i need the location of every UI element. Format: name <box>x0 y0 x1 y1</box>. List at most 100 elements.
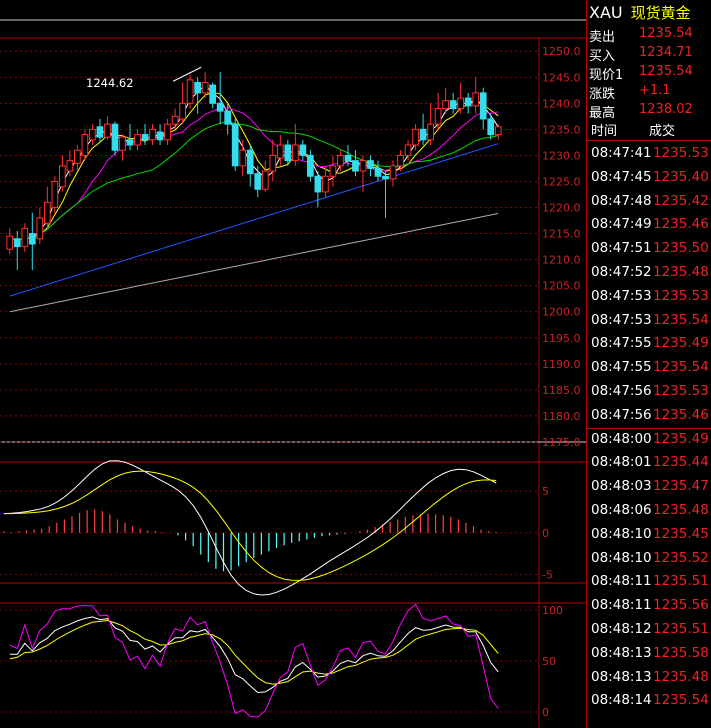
y-tick-label: 1205.0 <box>542 280 581 293</box>
tick-price: 1235.54 <box>653 311 709 328</box>
tick-row: 08:47:52 1235.48 <box>587 264 711 288</box>
candle-body <box>81 134 89 156</box>
tick-time: 08:47:55 <box>591 359 652 376</box>
candle-body <box>374 167 382 177</box>
candle-body <box>299 144 307 156</box>
quote-label: 卖出 <box>589 30 616 45</box>
macd-tick-label: 0 <box>542 527 549 540</box>
candle-body <box>397 154 404 167</box>
quote-label: 现价1 <box>589 68 624 83</box>
tick-row: 08:47:56 1235.53 <box>587 383 711 407</box>
y-tick-label: 1190.0 <box>542 358 581 371</box>
tick-price: 1235.46 <box>653 406 709 423</box>
candle-body <box>479 92 487 120</box>
tick-row: 08:48:01 1235.44 <box>587 454 711 478</box>
tick-price: 1235.48 <box>653 502 709 518</box>
candle-body <box>314 175 322 193</box>
tick-price: 1235.42 <box>653 192 709 209</box>
tick-price: 1235.49 <box>653 430 709 447</box>
candle-body <box>449 100 457 110</box>
y-tick-label: 1235.0 <box>542 123 581 136</box>
kdj-d-line <box>9 619 499 685</box>
candle-body <box>134 134 141 146</box>
tick-price: 1235.50 <box>653 240 709 257</box>
tick-row: 08:47:45 1235.40 <box>587 169 711 193</box>
candle-body <box>434 108 442 125</box>
tick-row: 08:48:11 1235.51 <box>587 573 711 597</box>
tick-row: 08:47:49 1235.46 <box>587 216 711 240</box>
y-tick-label: 1180.0 <box>542 410 581 423</box>
kline-chart[interactable]: 1250.0 1245.0 1240.0 1235.0 1230.0 1225.0 1220… <box>0 0 586 728</box>
candle-body <box>404 144 412 156</box>
quote-value: 1235.54 <box>639 26 693 41</box>
time-column-header: 时间 <box>591 124 618 139</box>
candle-body <box>419 128 427 141</box>
candle-body <box>36 217 44 240</box>
tick-row: 08:48:06 1235.48 <box>587 502 711 526</box>
macd-dif-line <box>3 460 497 596</box>
tick-row: 08:48:10 1235.45 <box>587 526 711 550</box>
candle-body <box>13 238 21 248</box>
tick-time: 08:47:45 <box>591 168 652 185</box>
candle-body <box>74 149 81 164</box>
quote-value: +1.1 <box>639 83 671 98</box>
tick-time: 08:48:03 <box>591 478 652 495</box>
tick-time: 08:48:00 <box>591 430 652 447</box>
tick-time: 08:48:14 <box>591 692 652 709</box>
tick-time: 08:47:51 <box>591 240 652 257</box>
y-tick-label: 1195.0 <box>542 332 581 345</box>
tick-price: 1235.51 <box>653 621 709 637</box>
price-column-header: 成交 <box>649 124 676 139</box>
y-tick-label: 1210.0 <box>542 254 581 267</box>
kdj-tick-label: 0 <box>542 706 549 719</box>
candle-body <box>322 175 329 193</box>
tick-time: 08:48:01 <box>591 454 652 471</box>
ma-line-40 <box>9 143 499 297</box>
candle-body <box>59 165 66 188</box>
kdj-j-line <box>9 603 499 718</box>
y-tick-label: 1245.0 <box>542 71 581 84</box>
ma-line-20 <box>9 121 499 242</box>
quote-row: 涨跌 +1.1 <box>587 83 711 102</box>
tick-row: 08:48:13 1235.58 <box>587 645 711 669</box>
candle-body <box>149 128 156 141</box>
tick-row: 08:47:53 1235.53 <box>587 288 711 312</box>
candle-body <box>269 154 277 172</box>
tick-price: 1235.53 <box>653 383 709 399</box>
tick-time: 08:47:52 <box>591 264 652 280</box>
candle-body <box>119 136 126 151</box>
tick-row: 08:48:12 1235.51 <box>587 621 711 645</box>
candle-body <box>427 123 434 141</box>
tick-time: 08:47:56 <box>591 383 652 399</box>
quote-row: 买入 1234.71 <box>587 45 711 64</box>
tick-time: 08:48:10 <box>591 525 652 542</box>
tick-price: 1235.47 <box>653 478 709 495</box>
symbol: XAU <box>589 3 623 22</box>
candle-body <box>21 227 29 248</box>
tick-price: 1235.40 <box>653 168 709 185</box>
candle-body <box>216 102 224 112</box>
macd-tick-label: -5 <box>542 569 553 582</box>
y-tick-label: 1240.0 <box>542 97 581 110</box>
candle-body <box>367 160 374 169</box>
tick-time: 08:47:56 <box>591 406 652 423</box>
candle-body <box>494 126 502 136</box>
tick-price: 1235.48 <box>653 264 709 280</box>
y-tick-label: 1215.0 <box>542 228 581 241</box>
candle-body <box>201 81 209 94</box>
candle-body <box>487 118 495 136</box>
candle-body <box>382 175 389 180</box>
tick-time: 08:47:48 <box>591 192 652 209</box>
y-tick-label: 1175.0 <box>542 436 581 449</box>
candle-body <box>104 123 111 138</box>
tick-price: 1235.44 <box>653 454 709 471</box>
candle-body <box>291 144 299 162</box>
quote-row: 现价1 1235.54 <box>587 64 711 83</box>
y-tick-label: 1230.0 <box>542 149 581 162</box>
ma-line-3 <box>9 84 499 242</box>
tick-price: 1235.46 <box>653 216 709 233</box>
macd-dea-line <box>3 470 497 581</box>
tick-price: 1235.52 <box>653 549 709 566</box>
y-tick-label: 1225.0 <box>542 175 581 188</box>
tick-time: 08:48:11 <box>591 597 652 614</box>
